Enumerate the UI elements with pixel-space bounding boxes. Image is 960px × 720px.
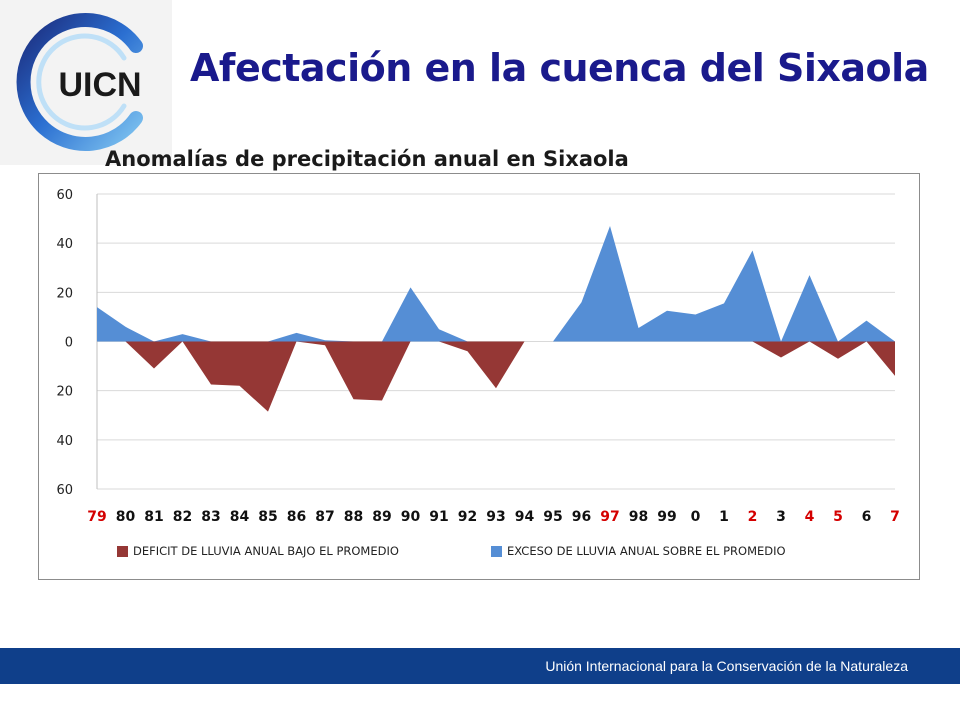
x-tick-label: 79 <box>87 509 106 525</box>
x-tick-label: 2 <box>748 509 758 525</box>
x-tick-label: 83 <box>201 509 220 525</box>
x-tick-label: 93 <box>486 509 505 525</box>
x-tick-label: 86 <box>287 509 306 525</box>
x-tick-label: 6 <box>862 509 872 525</box>
legend-swatch <box>117 546 128 557</box>
y-tick-label: 60 <box>56 188 73 203</box>
x-tick-label: 87 <box>315 509 334 525</box>
y-tick-label: 60 <box>56 483 73 498</box>
y-tick-label: 40 <box>56 237 73 252</box>
footer-bar: Unión Internacional para la Conservación… <box>0 648 960 684</box>
x-tick-label: 89 <box>372 509 391 525</box>
series-area-deficit <box>97 341 895 412</box>
x-tick-label: 99 <box>657 509 676 525</box>
chart-title: Anomalías de precipitación anual en Sixa… <box>105 147 629 171</box>
x-tick-label: 97 <box>600 509 619 525</box>
x-tick-label: 92 <box>458 509 477 525</box>
y-tick-label: 0 <box>65 336 73 351</box>
chart-frame: 60 40 20 0 20 40 60 79 80 81 82 83 84 85 86 87 88 89 90 91 9… <box>38 173 920 580</box>
x-tick-label: 94 <box>515 509 535 525</box>
x-tick-label: 84 <box>230 509 250 525</box>
page-title: Afectación en la cuenca del Sixaola <box>190 46 929 90</box>
logo-ring-inner <box>36 33 127 131</box>
x-tick-label: 82 <box>173 509 192 525</box>
logo: UICN <box>0 0 172 165</box>
x-tick-label: 90 <box>401 509 421 525</box>
legend-swatch <box>491 546 502 557</box>
footer-text: Unión Internacional para la Conservación… <box>545 658 908 674</box>
x-tick-label: 95 <box>543 509 562 525</box>
x-tick-label: 1 <box>719 509 729 525</box>
x-tick-label: 81 <box>144 509 163 525</box>
uicn-logo: UICN <box>16 13 143 151</box>
x-tick-label: 96 <box>572 509 591 525</box>
x-tick-label: 3 <box>776 509 786 525</box>
legend-label: EXCESO DE LLUVIA ANUAL SOBRE EL PROMEDIO <box>507 544 786 558</box>
legend-label: DEFICIT DE LLUVIA ANUAL BAJO EL PROMEDIO <box>133 544 399 558</box>
series-area-excess <box>97 287 496 342</box>
x-tick-label: 98 <box>629 509 648 525</box>
x-tick-label: 7 <box>890 509 900 525</box>
y-tick-label: 20 <box>56 286 73 301</box>
series-area-excess <box>553 226 895 342</box>
x-tick-label: 85 <box>258 509 277 525</box>
y-tick-label: 20 <box>56 385 73 400</box>
logo-ring <box>16 13 143 151</box>
x-tick-label: 91 <box>429 509 448 525</box>
x-tick-label: 4 <box>805 509 815 525</box>
x-tick-label: 88 <box>344 509 363 525</box>
x-tick-label: 5 <box>833 509 843 525</box>
y-tick-label: 40 <box>56 434 73 449</box>
x-tick-label: 80 <box>116 509 136 525</box>
x-tick-label: 0 <box>691 509 701 525</box>
logo-text: UICN <box>58 66 141 104</box>
